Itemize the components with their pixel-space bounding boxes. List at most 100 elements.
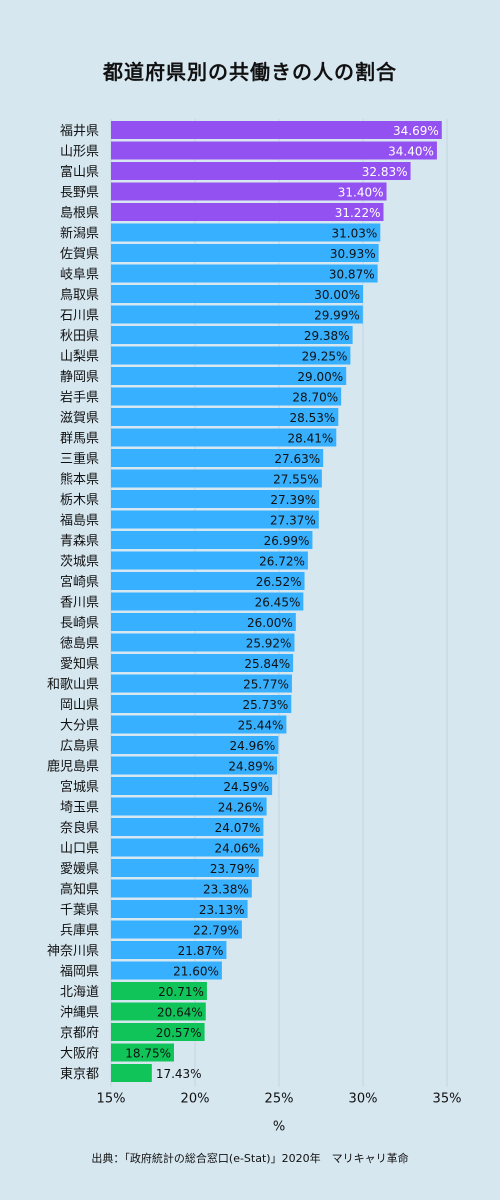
value-label: 30.87%	[329, 268, 375, 282]
x-axis-label: %	[273, 1120, 285, 1135]
value-label: 24.26%	[218, 801, 264, 815]
category-label: 青森県	[60, 534, 99, 549]
category-label: 群馬県	[60, 432, 99, 447]
category-label: 岡山県	[60, 698, 99, 713]
bar	[111, 654, 294, 672]
bar	[111, 1002, 206, 1021]
bar	[111, 756, 278, 775]
value-label: 28.53%	[290, 411, 336, 425]
value-label: 21.60%	[173, 965, 219, 979]
value-label: 26.00%	[247, 616, 293, 630]
bar	[111, 244, 379, 262]
x-tick-label: 30%	[349, 1092, 378, 1107]
category-label: 新潟県	[60, 226, 99, 242]
category-label: 岩手県	[60, 391, 99, 406]
value-label: 23.79%	[210, 862, 256, 876]
value-label: 31.40%	[338, 186, 384, 200]
bar	[111, 264, 378, 283]
bar	[111, 900, 248, 918]
value-label: 34.40%	[388, 145, 434, 159]
category-label: 宮城県	[60, 779, 99, 795]
value-label: 26.45%	[255, 596, 301, 610]
value-label: 27.55%	[273, 473, 319, 487]
bar	[111, 941, 227, 959]
x-tick-label: 20%	[181, 1092, 210, 1107]
category-label: 佐賀県	[60, 247, 99, 262]
category-label: 鳥取県	[60, 288, 99, 303]
category-label: 福島県	[60, 514, 99, 529]
value-label: 23.13%	[199, 903, 245, 917]
bar	[111, 633, 295, 652]
value-label: 28.41%	[288, 432, 334, 446]
value-label: 20.57%	[156, 1026, 202, 1040]
value-label: 29.25%	[302, 350, 348, 364]
bar	[111, 551, 308, 570]
bar	[111, 592, 304, 611]
bar	[111, 490, 320, 508]
value-label: 32.83%	[362, 165, 408, 179]
category-label: 岐阜県	[60, 267, 99, 283]
bar	[111, 203, 384, 221]
bar	[111, 531, 313, 549]
bar	[111, 346, 351, 365]
bar	[111, 695, 292, 713]
category-label: 熊本県	[60, 472, 99, 488]
category-label: 愛媛県	[60, 862, 99, 877]
category-label: 山口県	[60, 842, 99, 857]
value-label: 31.03%	[332, 227, 378, 241]
category-label: 秋田県	[60, 329, 99, 344]
category-label: 山梨県	[60, 350, 99, 365]
bar	[111, 961, 222, 980]
bar	[111, 572, 305, 590]
category-label: 沖縄県	[60, 1006, 99, 1021]
bar	[111, 121, 442, 139]
category-label: 埼玉県	[60, 801, 99, 816]
bar	[111, 428, 337, 447]
bar	[111, 818, 264, 836]
category-label: 千葉県	[60, 903, 99, 918]
category-label: 高知県	[60, 882, 99, 898]
bar	[111, 285, 363, 303]
bar	[111, 982, 207, 1000]
value-label: 30.93%	[330, 247, 376, 261]
bar	[111, 777, 273, 795]
category-label: 東京都	[60, 1066, 99, 1082]
value-label: 21.87%	[178, 944, 224, 958]
category-label: 神奈川県	[47, 944, 99, 959]
value-label: 27.39%	[270, 493, 316, 507]
category-label: 長崎県	[60, 616, 99, 631]
bar	[111, 1043, 174, 1062]
value-label: 27.37%	[270, 514, 316, 528]
chart-title: 都道府県別の共働きの人の割合	[103, 60, 397, 84]
value-label: 24.07%	[215, 821, 261, 835]
bar	[111, 859, 259, 877]
category-label: 茨城県	[60, 555, 99, 570]
bar	[111, 674, 292, 693]
value-label: 24.89%	[228, 760, 274, 774]
bar	[111, 838, 264, 857]
bar	[111, 1023, 205, 1041]
value-label: 25.77%	[243, 678, 289, 692]
x-tick-label: 35%	[433, 1092, 462, 1107]
category-label: 大阪府	[60, 1047, 99, 1062]
bar	[111, 920, 242, 939]
value-label: 26.72%	[259, 555, 305, 569]
value-label: 24.06%	[214, 842, 260, 856]
category-label: 福岡県	[60, 965, 99, 980]
x-tick-label: 15%	[97, 1092, 126, 1107]
value-label: 31.22%	[335, 206, 381, 220]
category-label: 京都府	[60, 1026, 99, 1041]
value-label: 30.00%	[314, 288, 360, 302]
value-label: 26.52%	[256, 575, 302, 589]
bar	[111, 449, 324, 467]
bar	[111, 162, 411, 180]
category-label: 鹿児島県	[47, 759, 99, 775]
value-label: 25.44%	[238, 719, 284, 733]
category-label: 滋賀県	[60, 411, 99, 426]
bar	[111, 613, 296, 631]
category-label: 福井県	[60, 124, 99, 139]
bar	[111, 141, 437, 160]
category-label: 静岡県	[60, 370, 99, 385]
category-label: 広島県	[60, 739, 99, 754]
